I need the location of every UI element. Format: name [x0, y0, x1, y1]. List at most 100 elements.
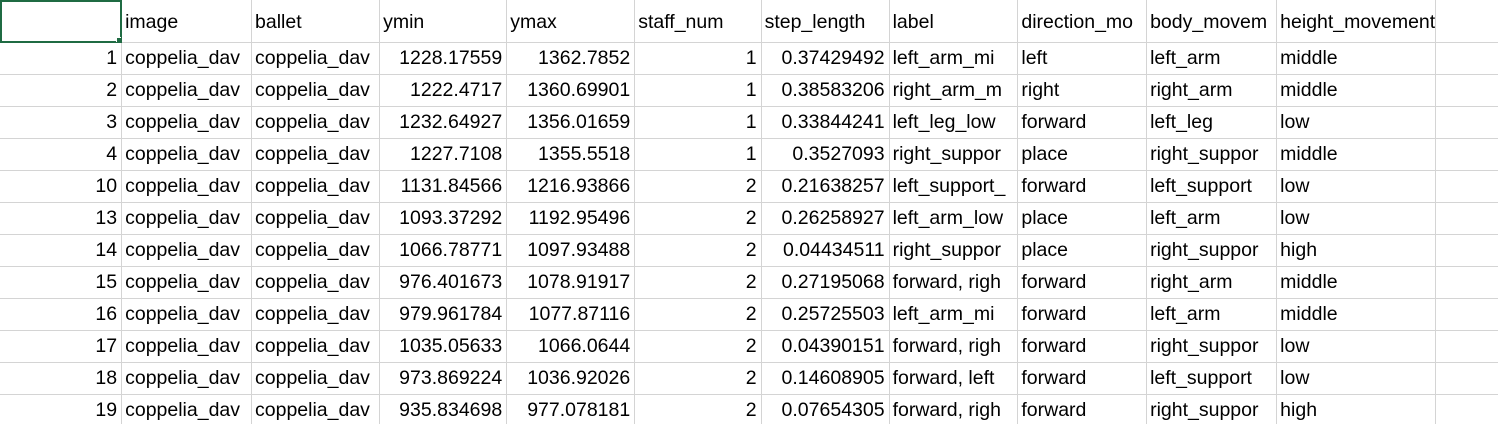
header-cell-body_movement[interactable]: body_movem: [1146, 0, 1278, 43]
cell-step_length[interactable]: 0.25725503: [761, 298, 890, 331]
cell-index[interactable]: 19: [0, 394, 123, 424]
cell-ballet[interactable]: coppelia_dav: [251, 42, 381, 75]
cell-index[interactable]: 16: [0, 298, 123, 331]
cell-step_length[interactable]: 0.3527093: [761, 138, 890, 171]
cell-index[interactable]: 1: [0, 42, 123, 75]
cell-staff_num[interactable]: 2: [634, 266, 762, 299]
cell-ymax[interactable]: 1036.92026: [506, 362, 636, 395]
cell-image[interactable]: coppelia_dav: [121, 298, 252, 331]
cell-extra[interactable]: [1435, 266, 1498, 299]
cell-extra[interactable]: [1435, 138, 1498, 171]
cell-ymin[interactable]: 1131.84566: [379, 170, 508, 203]
cell-ballet[interactable]: coppelia_dav: [251, 202, 381, 235]
cell-ymin[interactable]: 1228.17559: [379, 42, 508, 75]
cell-image[interactable]: coppelia_dav: [121, 394, 252, 424]
cell-extra[interactable]: [1435, 234, 1498, 267]
cell-body_movement[interactable]: left_support: [1146, 170, 1278, 203]
cell-index[interactable]: 2: [0, 74, 123, 107]
cell-extra[interactable]: [1435, 106, 1498, 139]
cell-body_movement[interactable]: right_arm: [1146, 74, 1278, 107]
cell-body_movement[interactable]: left_arm: [1146, 298, 1278, 331]
cell-step_length[interactable]: 0.27195068: [761, 266, 890, 299]
header-cell-direction[interactable]: direction_mo: [1017, 0, 1148, 43]
cell-staff_num[interactable]: 2: [634, 234, 762, 267]
cell-step_length[interactable]: 0.33844241: [761, 106, 890, 139]
cell-direction[interactable]: forward: [1017, 298, 1148, 331]
cell-extra[interactable]: [1435, 298, 1498, 331]
cell-ballet[interactable]: coppelia_dav: [251, 170, 381, 203]
cell-height_movement[interactable]: middle: [1276, 74, 1437, 107]
cell-height_movement[interactable]: low: [1276, 202, 1437, 235]
cell-staff_num[interactable]: 2: [634, 394, 762, 424]
cell-direction[interactable]: place: [1017, 202, 1148, 235]
cell-image[interactable]: coppelia_dav: [121, 234, 252, 267]
cell-label[interactable]: forward, righ: [889, 394, 1019, 424]
cell-height_movement[interactable]: middle: [1276, 42, 1437, 75]
cell-ymin[interactable]: 973.869224: [379, 362, 508, 395]
cell-label[interactable]: right_suppor: [889, 234, 1019, 267]
cell-index[interactable]: 3: [0, 106, 123, 139]
cell-body_movement[interactable]: right_suppor: [1146, 234, 1278, 267]
cell-ballet[interactable]: coppelia_dav: [251, 330, 381, 363]
cell-extra[interactable]: [1435, 202, 1498, 235]
fill-handle[interactable]: [116, 37, 121, 42]
cell-ymax[interactable]: 1066.0644: [506, 330, 636, 363]
header-cell-ymax[interactable]: ymax: [506, 0, 636, 43]
cell-staff_num[interactable]: 2: [634, 362, 762, 395]
cell-ymax[interactable]: 1077.87116: [506, 298, 636, 331]
cell-image[interactable]: coppelia_dav: [121, 170, 252, 203]
cell-height_movement[interactable]: low: [1276, 170, 1437, 203]
cell-height_movement[interactable]: low: [1276, 362, 1437, 395]
cell-label[interactable]: left_arm_low: [889, 202, 1019, 235]
cell-label[interactable]: left_arm_mi: [889, 298, 1019, 331]
cell-index[interactable]: 17: [0, 330, 123, 363]
cell-ymin[interactable]: 935.834698: [379, 394, 508, 424]
cell-height_movement[interactable]: high: [1276, 234, 1437, 267]
cell-image[interactable]: coppelia_dav: [121, 106, 252, 139]
cell-body_movement[interactable]: right_suppor: [1146, 394, 1278, 424]
cell-ymax[interactable]: 1355.5518: [506, 138, 636, 171]
cell-label[interactable]: forward, righ: [889, 266, 1019, 299]
header-cell-staff_num[interactable]: staff_num: [634, 0, 762, 43]
cell-direction[interactable]: forward: [1017, 266, 1148, 299]
cell-step_length[interactable]: 0.21638257: [761, 170, 890, 203]
cell-direction[interactable]: right: [1017, 74, 1148, 107]
cell-staff_num[interactable]: 2: [634, 298, 762, 331]
cell-extra[interactable]: [1435, 362, 1498, 395]
cell-image[interactable]: coppelia_dav: [121, 42, 252, 75]
cell-extra[interactable]: [1435, 394, 1498, 424]
cell-extra[interactable]: [1435, 42, 1498, 75]
cell-height_movement[interactable]: middle: [1276, 266, 1437, 299]
cell-ballet[interactable]: coppelia_dav: [251, 298, 381, 331]
cell-height_movement[interactable]: middle: [1276, 138, 1437, 171]
cell-extra[interactable]: [1435, 330, 1498, 363]
cell-ballet[interactable]: coppelia_dav: [251, 266, 381, 299]
cell-ballet[interactable]: coppelia_dav: [251, 234, 381, 267]
cell-height_movement[interactable]: low: [1276, 330, 1437, 363]
cell-step_length[interactable]: 0.38583206: [761, 74, 890, 107]
cell-image[interactable]: coppelia_dav: [121, 362, 252, 395]
cell-direction[interactable]: left: [1017, 42, 1148, 75]
header-cell-height_movement[interactable]: height_movement: [1276, 0, 1437, 43]
cell-index[interactable]: 15: [0, 266, 123, 299]
cell-body_movement[interactable]: left_arm: [1146, 42, 1278, 75]
cell-staff_num[interactable]: 2: [634, 202, 762, 235]
cell-ballet[interactable]: coppelia_dav: [251, 138, 381, 171]
header-cell-label[interactable]: label: [889, 0, 1019, 43]
cell-ymin[interactable]: 1066.78771: [379, 234, 508, 267]
cell-direction[interactable]: place: [1017, 138, 1148, 171]
cell-image[interactable]: coppelia_dav: [121, 266, 252, 299]
cell-index[interactable]: 13: [0, 202, 123, 235]
cell-direction[interactable]: place: [1017, 234, 1148, 267]
cell-ymax[interactable]: 1360.69901: [506, 74, 636, 107]
cell-staff_num[interactable]: 1: [634, 138, 762, 171]
cell-ymin[interactable]: 979.961784: [379, 298, 508, 331]
cell-height_movement[interactable]: high: [1276, 394, 1437, 424]
cell-label[interactable]: left_leg_low: [889, 106, 1019, 139]
cell-step_length[interactable]: 0.14608905: [761, 362, 890, 395]
cell-label[interactable]: left_support_: [889, 170, 1019, 203]
cell-ymax[interactable]: 1097.93488: [506, 234, 636, 267]
cell-body_movement[interactable]: left_arm: [1146, 202, 1278, 235]
cell-direction[interactable]: forward: [1017, 394, 1148, 424]
